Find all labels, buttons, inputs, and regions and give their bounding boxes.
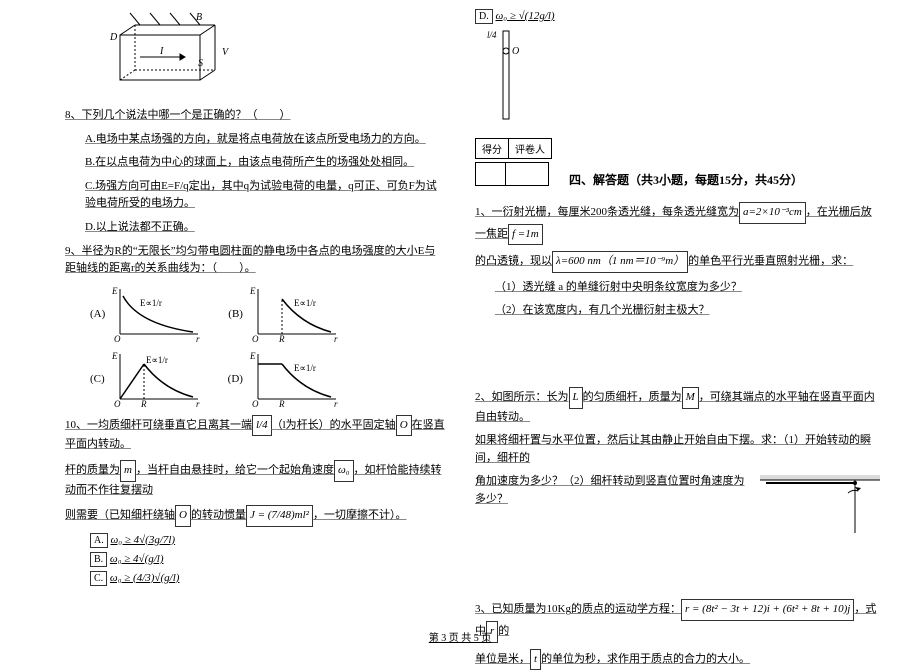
svg-text:B: B (196, 12, 202, 23)
q10-opt-c: C. ω₀ ≥ (4/3)√(g/l) (90, 571, 445, 586)
section-4-header: 四、解答题（共3小题，每题15分，共45分） (569, 171, 803, 188)
svg-text:E∝1/r: E∝1/r (140, 298, 162, 308)
svg-text:E∝1/r: E∝1/r (146, 355, 168, 365)
svg-text:r: r (196, 399, 200, 409)
p2-line2: 如果将细杆置与水平位置，然后让其由静止开始自由下摆。求：（1）开始转动的瞬间，细… (475, 432, 880, 467)
graph-d: r E O R E∝1/r (246, 349, 341, 409)
svg-text:E: E (111, 351, 118, 361)
score-cell-score: 得分 (476, 139, 509, 158)
svg-text:O: O (114, 399, 121, 409)
svg-text:O: O (512, 46, 519, 57)
svg-text:l/4: l/4 (487, 30, 497, 40)
svg-text:O: O (252, 334, 259, 344)
score-cell-grader: 评卷人 (509, 139, 551, 158)
q9-graphs-row2: (C) r E O R E∝1/r (D) (90, 349, 445, 409)
graph-b-label: (B) (228, 308, 243, 320)
page-footer: 第 3 页 共 5 页 (0, 629, 920, 644)
p1-line1: 1、一衍射光栅，每厘米200条透光缝，每条透光缝宽为a=2×10⁻³cm，在光栅… (475, 202, 880, 245)
svg-text:r: r (334, 399, 338, 409)
p1-sub1: （1）透光缝 a 的单缝衍射中央明条纹宽度为多少？ (475, 279, 880, 297)
svg-text:r: r (334, 334, 338, 344)
svg-text:E∝1/r: E∝1/r (294, 363, 316, 373)
graph-c-label: (C) (90, 373, 105, 385)
p1-sub2: （2）在该宽度内，有几个光栅衍射主极大？ (475, 302, 880, 320)
p3-line2: 单位是米，t的单位为秒，求作用于质点的合力的大小。 (475, 649, 880, 670)
svg-text:R: R (278, 334, 285, 344)
q8-opt-a: A.电场中某点场强的方向，就是将点电荷放在该点所受电场力的方向。 (65, 131, 445, 149)
q10-opt-b: B. ω₀ ≥ 4√(g/l) (90, 552, 445, 567)
svg-text:E: E (111, 286, 118, 296)
graph-c: r E O R E∝1/r (108, 349, 203, 409)
q8-opt-c: C.场强方向可由E=F/q定出，其中q为试验电荷的电量，q可正、可负F为试验电荷… (65, 178, 445, 213)
graph-b: r E O R E∝1/r (246, 284, 341, 344)
score-table: 得分 评卷人 (475, 138, 552, 159)
svg-text:O: O (252, 399, 259, 409)
svg-text:S: S (198, 58, 203, 69)
fig-vertical-bar: l/4 O (485, 28, 880, 126)
q10-line2: 杆的质量为m，当杆自由悬挂时，给它一个起始角速度ω₀，如杆恰能持续转动而不作往复… (65, 460, 445, 499)
fig-rotating-bar (760, 473, 880, 533)
q8-opt-b: B.在以点电荷为中心的球面上，由该点电荷所产生的场强处处相同。 (65, 154, 445, 172)
q10-opt-d: D. ω₀ ≥ √(12g/l) (475, 9, 880, 24)
graph-d-label: (D) (228, 373, 243, 385)
p1-line2: 的凸透镜，现以λ=600 nm（1 nm＝10⁻⁹m）的单色平行光垂直照射光栅，… (475, 251, 880, 273)
q9-graphs-row1: (A) r E O E∝1/r (B) r E O (90, 284, 445, 344)
q10-line1: 10、一均质细杆可绕垂直它且离其一端l/4（l为杆长）的水平固定轴O在竖直平面内… (65, 415, 445, 454)
svg-text:D: D (109, 32, 118, 43)
svg-text:E: E (249, 351, 256, 361)
svg-text:R: R (278, 399, 285, 409)
graph-a-label: (A) (90, 308, 105, 320)
q9-stem: 9、半径为R的“无限长”均匀带电圆柱面的静电场中各点的电场强度的大小E与距轴线的… (65, 243, 445, 278)
q10-opt-a: A. ω₀ ≥ 4√(3g/7l) (90, 533, 445, 548)
p2-line1: 2、如图所示：长为L的匀质细杆，质量为M，可绕其端点的水平轴在竖直平面内自由转动… (475, 387, 880, 426)
p2-row3: 角加速度为多少？（2）细杆转动到竖直位置时角速度为多少？ (475, 473, 880, 508)
score-table-blank (475, 162, 549, 186)
q8-stem: 8、下列几个说法中哪一个是正确的？（ ） (65, 107, 445, 125)
svg-text:r: r (196, 334, 200, 344)
q10-line3: 则需要（已知细杆绕轴O的转动惯量J = (7/48)ml²，一切摩擦不计）。 (65, 505, 445, 527)
svg-text:R: R (140, 399, 147, 409)
svg-text:I: I (159, 46, 164, 57)
svg-text:E: E (249, 286, 256, 296)
q8-opt-d: D.以上说法都不正确。 (65, 219, 445, 237)
svg-text:V: V (222, 47, 230, 58)
svg-text:E∝1/r: E∝1/r (294, 298, 316, 308)
fig-rectangle-field: D I S V B (100, 10, 230, 93)
graph-a: r E O E∝1/r (108, 284, 203, 344)
svg-text:O: O (114, 334, 121, 344)
